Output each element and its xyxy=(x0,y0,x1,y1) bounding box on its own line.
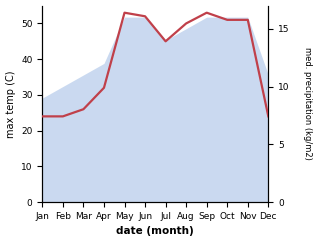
Y-axis label: med. precipitation (kg/m2): med. precipitation (kg/m2) xyxy=(303,47,313,160)
Y-axis label: max temp (C): max temp (C) xyxy=(5,70,16,138)
X-axis label: date (month): date (month) xyxy=(116,227,194,236)
